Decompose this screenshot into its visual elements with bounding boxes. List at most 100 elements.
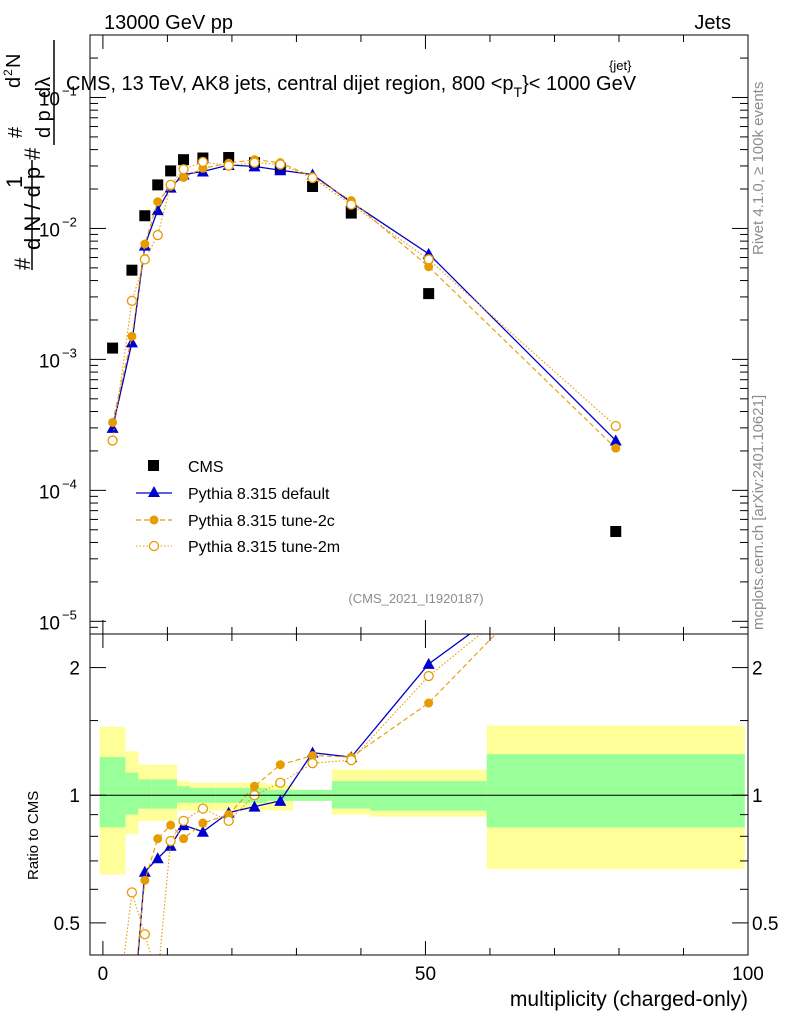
ratio-point-pythia-8-315-default — [138, 865, 151, 877]
ratio-point-pythia-8-315-tune-2c — [198, 818, 208, 828]
ratio-point-pythia-8-315-tune-2m — [139, 929, 150, 940]
main-point-pythia-8-315-tune-2m — [139, 254, 150, 265]
ratio-y-tick-label-right: 1 — [752, 786, 763, 807]
main-point-pythia-8-315-tune-2m — [197, 156, 209, 168]
main-point-pythia-8-315-tune-2m — [126, 295, 138, 306]
ratio-point-pythia-8-315-tune-2m — [165, 835, 176, 847]
main-point-pythia-8-315-default — [609, 434, 622, 446]
main-point-pythia-8-315-tune-2m — [610, 420, 621, 432]
ratio-point-pythia-8-315-tune-2c — [127, 1006, 136, 1015]
svg-text:N: N — [3, 54, 25, 68]
plot-title: CMS, 13 TeV, AK8 jets, central dijet reg… — [66, 73, 637, 100]
ratio-point-pythia-8-315-tune-2m — [423, 670, 434, 682]
ratio-point-pythia-8-315-tune-2m — [178, 815, 189, 827]
svg-text:#: # — [10, 257, 35, 270]
main-point-cms — [610, 526, 622, 538]
main-point-pythia-8-315-default — [106, 421, 119, 433]
main-point-pythia-8-315-tune-2m — [165, 179, 176, 191]
svg-text:dλ: dλ — [33, 77, 55, 98]
analysis-id-label: (CMS_2021_I1920187) — [348, 591, 483, 606]
main-point-cms — [345, 207, 357, 219]
energy-label: 13000 GeV pp — [104, 12, 233, 34]
main-point-pythia-8-315-tune-2c — [153, 197, 163, 207]
ratio-point-pythia-8-315-default — [151, 852, 164, 864]
main-point-pythia-8-315-tune-2m — [249, 157, 260, 168]
main-point-pythia-8-315-tune-2m — [307, 172, 318, 184]
main-point-pythia-8-315-tune-2m — [178, 164, 189, 175]
main-point-pythia-8-315-tune-2m — [423, 254, 434, 265]
category-label: Jets — [694, 12, 731, 34]
main-y-tick-label: 10 — [39, 482, 60, 503]
x-tick-label: 100 — [732, 964, 764, 985]
main-series-line-pythia-8-315-tune-2c — [112, 159, 617, 449]
legend-label-tune-2c: Pythia 8.315 tune-2c — [188, 513, 335, 530]
ratio-point-pythia-8-315-tune-2m — [275, 777, 286, 788]
svg-text:1: 1 — [2, 176, 27, 188]
main-point-pythia-8-315-tune-2c — [140, 239, 150, 249]
x-axis-label: multiplicity (charged-only) — [510, 988, 748, 1011]
main-point-pythia-8-315-tune-2m — [275, 159, 286, 170]
main-point-cms — [423, 288, 435, 300]
ratio-point-pythia-8-315-tune-2c — [275, 760, 285, 770]
ratio-point-pythia-8-315-default — [248, 800, 261, 812]
main-y-tick-exponent: −3 — [62, 345, 77, 360]
ratio-band-inner — [177, 786, 190, 803]
ratio-point-pythia-8-315-default — [422, 657, 435, 669]
main-point-pythia-8-315-tune-2m — [346, 199, 357, 210]
plot-title-sub: T — [514, 84, 523, 100]
ratio-point-pythia-8-315-tune-2m — [153, 974, 162, 983]
legend: CMS Pythia 8.315 default Pythia 8.315 tu… — [136, 459, 340, 556]
ratio-point-pythia-8-315-tune-2c — [153, 834, 163, 844]
svg-text:#: # — [20, 147, 45, 160]
main-point-pythia-8-315-tune-2c — [127, 331, 137, 341]
main-point-pythia-8-315-tune-2c — [424, 262, 434, 272]
ratio-band-inner — [151, 779, 178, 809]
main-y-tick-label: 10 — [39, 351, 60, 372]
main-point-pythia-8-315-tune-2c — [611, 443, 621, 453]
main-y-tick-exponent: −1 — [62, 83, 77, 98]
svg-text:d p: d p — [33, 110, 55, 138]
main-point-cms — [165, 165, 177, 177]
plot-title-end: }< 1000 GeV — [522, 73, 637, 95]
ratio-series-pythia-8-315-tune-2c — [127, 634, 497, 1015]
ratio-band-inner — [486, 754, 745, 828]
ratio-band-inner — [125, 772, 139, 815]
ratio-point-pythia-8-315-tune-2c — [250, 781, 259, 791]
main-point-cms — [307, 181, 319, 193]
ratio-series-line-pythia-8-315-tune-2m — [123, 634, 482, 955]
main-y-tick-label: 10 — [39, 220, 60, 241]
svg-text:2: 2 — [1, 69, 15, 76]
ratio-band-inner — [138, 779, 152, 809]
ratio-point-pythia-8-315-default — [196, 825, 209, 837]
main-series-line-pythia-8-315-default — [111, 164, 617, 442]
ratio-series-line-pythia-8-315-tune-2c — [136, 634, 497, 955]
main-point-pythia-8-315-tune-2c — [108, 417, 118, 427]
x-tick-label: 0 — [98, 964, 109, 985]
main-point-pythia-8-315-tune-2m — [223, 160, 234, 171]
ratio-y-tick-label-right: 2 — [752, 659, 763, 680]
legend-label-tune-2m: Pythia 8.315 tune-2m — [188, 539, 340, 556]
main-series-line-pythia-8-315-tune-2m — [112, 161, 617, 441]
ratio-band-inner — [99, 757, 126, 828]
main-point-cms — [139, 210, 151, 222]
svg-text:d: d — [3, 77, 25, 88]
ratio-point-pythia-8-315-tune-2m — [307, 758, 318, 769]
ratio-point-pythia-8-315-tune-2m — [126, 887, 138, 898]
ratio-point-pythia-8-315-tune-2c — [179, 834, 189, 844]
legend-marker-tune-2m — [148, 540, 160, 552]
ratio-point-pythia-8-315-tune-2c — [308, 751, 318, 761]
legend-marker-cms — [148, 460, 159, 471]
ratio-plot-series — [123, 634, 497, 1015]
legend-label-cms: CMS — [188, 459, 224, 476]
legend-marker-tune-2c — [149, 515, 159, 525]
main-point-pythia-8-315-default — [125, 336, 138, 348]
main-point-cms — [107, 342, 119, 354]
main-point-cms — [178, 154, 190, 166]
legend-label-default: Pythia 8.315 default — [188, 486, 330, 503]
main-plot-series — [106, 152, 622, 538]
main-y-tick-exponent: −5 — [62, 607, 77, 622]
ratio-uncertainty-bands — [99, 725, 745, 875]
main-y-tick-exponent: −4 — [62, 476, 77, 491]
